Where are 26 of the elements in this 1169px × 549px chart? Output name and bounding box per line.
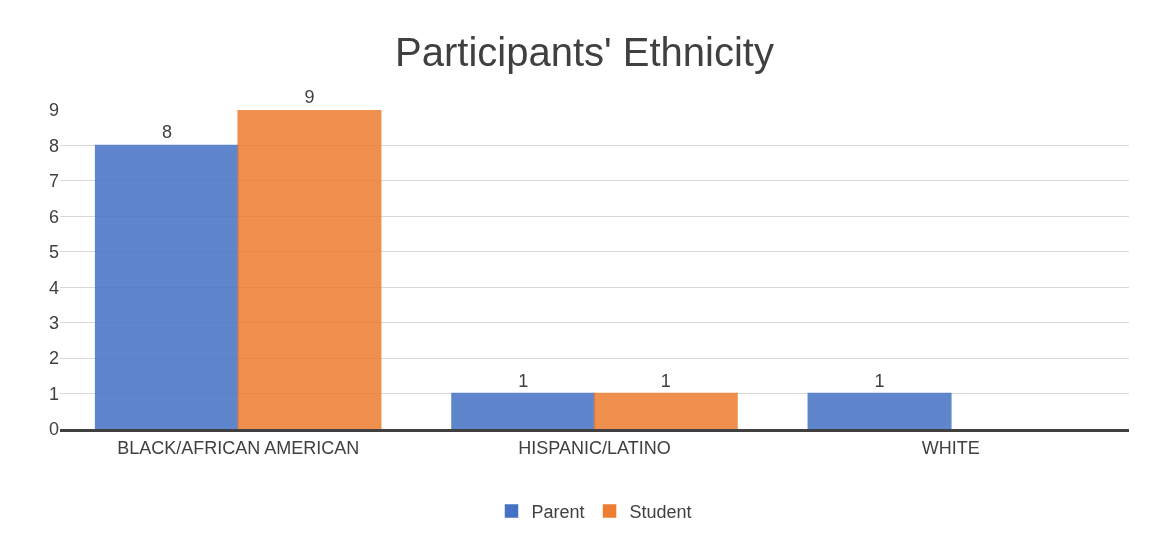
- y-tick-label: 9: [48, 100, 59, 121]
- y-tick-label: 1: [48, 383, 59, 404]
- bar: [94, 144, 239, 429]
- x-tick-label: WHITE: [921, 437, 980, 458]
- y-tick-label: 8: [48, 135, 59, 156]
- x-tick-label: BLACK/AFRICAN AMERICAN: [117, 437, 360, 458]
- bar: [451, 392, 596, 429]
- bar: [593, 392, 738, 429]
- x-tick-label: HISPANIC/LATINO: [518, 437, 671, 458]
- data-label: 9: [304, 87, 315, 107]
- data-label: 1: [518, 370, 529, 391]
- bar: [237, 110, 382, 429]
- y-tick-label: 6: [48, 206, 59, 227]
- chart-title: Participants' Ethnicity: [395, 30, 774, 75]
- legend-label: Parent: [531, 502, 585, 523]
- y-tick-label: 3: [48, 312, 59, 333]
- y-tick-label: 0: [48, 419, 59, 440]
- y-tick-label: 4: [48, 277, 59, 298]
- y-tick-label: 7: [48, 171, 59, 192]
- data-label: 8: [161, 122, 172, 143]
- bar: [807, 392, 952, 429]
- y-tick-label: 2: [48, 348, 59, 369]
- data-label: 1: [874, 370, 885, 391]
- data-label: 1: [660, 370, 671, 391]
- y-tick-label: 5: [48, 242, 59, 263]
- legend-label: Student: [629, 502, 692, 523]
